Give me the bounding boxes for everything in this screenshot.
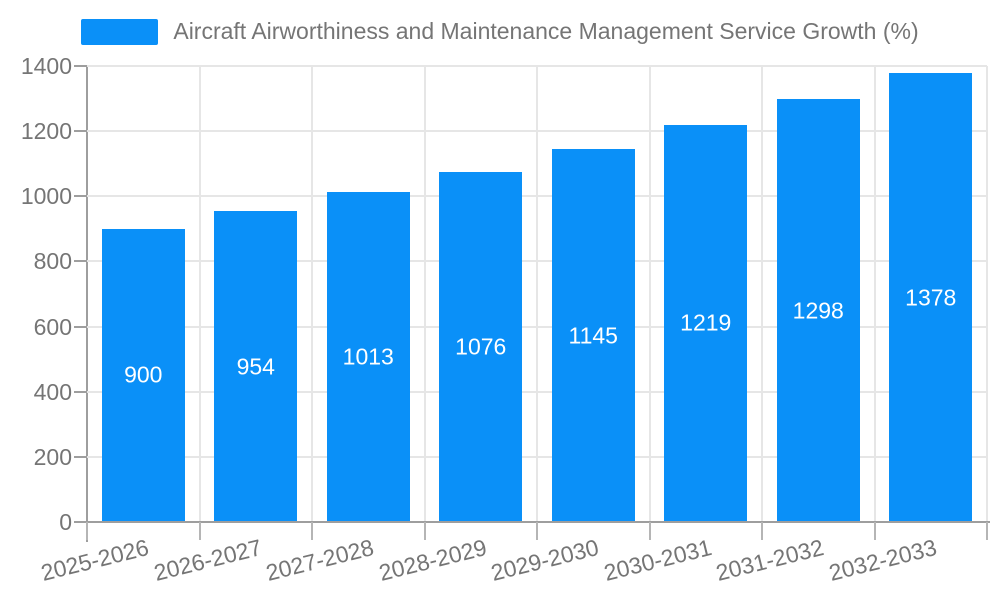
y-tick (74, 325, 87, 328)
x-tick (648, 522, 651, 540)
plot-area: 900 954 1013 1076 1145 1219 1298 1378 (87, 65, 988, 522)
y-tick-label: 800 (33, 248, 72, 275)
y-tick-label: 1000 (20, 183, 72, 210)
bar-value-label: 954 (236, 353, 275, 380)
x-tick (198, 522, 201, 540)
y-tick (74, 130, 87, 133)
x-tick (423, 522, 426, 540)
x-tick-label: 2032-2033 (826, 534, 940, 586)
x-tick (311, 522, 313, 540)
y-tick (74, 521, 87, 523)
legend-label: Aircraft Airworthiness and Maintenance M… (173, 18, 919, 44)
bar: 1076 (439, 171, 523, 522)
y-tick (74, 195, 87, 198)
x-axis-line (87, 521, 990, 523)
y-tick-label: 0 (59, 509, 72, 535)
y-tick-label: 1400 (20, 53, 72, 79)
bar: 1219 (664, 124, 748, 522)
bar-value-label: 1219 (680, 309, 732, 336)
bar-value-label: 900 (124, 361, 163, 388)
bar-value-label: 1013 (342, 343, 394, 370)
bar: 1378 (889, 73, 973, 522)
y-axis-line (86, 66, 88, 542)
grid-line-v (536, 66, 538, 522)
y-tick (74, 65, 87, 67)
bar: 1298 (776, 99, 860, 522)
y-tick (74, 455, 87, 458)
y-tick-label: 1200 (20, 118, 72, 145)
grid-line-v (986, 66, 988, 522)
x-tick (986, 522, 988, 540)
grid-line-v (198, 66, 201, 522)
y-tick-label: 400 (33, 378, 72, 405)
bar-value-label: 1298 (792, 297, 844, 324)
grid-line-v (648, 66, 651, 522)
grid-line-v (873, 66, 876, 522)
bar-value-label: 1378 (905, 284, 957, 311)
x-tick (536, 522, 538, 540)
x-tick (86, 522, 88, 540)
bar: 900 (101, 228, 185, 522)
y-tick (74, 260, 87, 263)
legend[interactable]: Aircraft Airworthiness and Maintenance M… (0, 18, 1000, 45)
y-tick (74, 390, 87, 393)
grid-line-v (311, 66, 313, 522)
bar: 954 (214, 211, 298, 522)
y-tick-label: 200 (33, 443, 72, 470)
bar: 1145 (551, 149, 635, 522)
bar-value-label: 1076 (455, 333, 507, 360)
bar-value-label: 1145 (568, 322, 618, 349)
x-tick (761, 522, 763, 540)
legend-swatch[interactable] (81, 18, 159, 45)
grid-line-v (761, 66, 763, 522)
x-tick (873, 522, 876, 540)
grid-line-v (423, 66, 426, 522)
y-tick-label: 600 (33, 313, 72, 340)
bar: 1013 (326, 192, 410, 522)
